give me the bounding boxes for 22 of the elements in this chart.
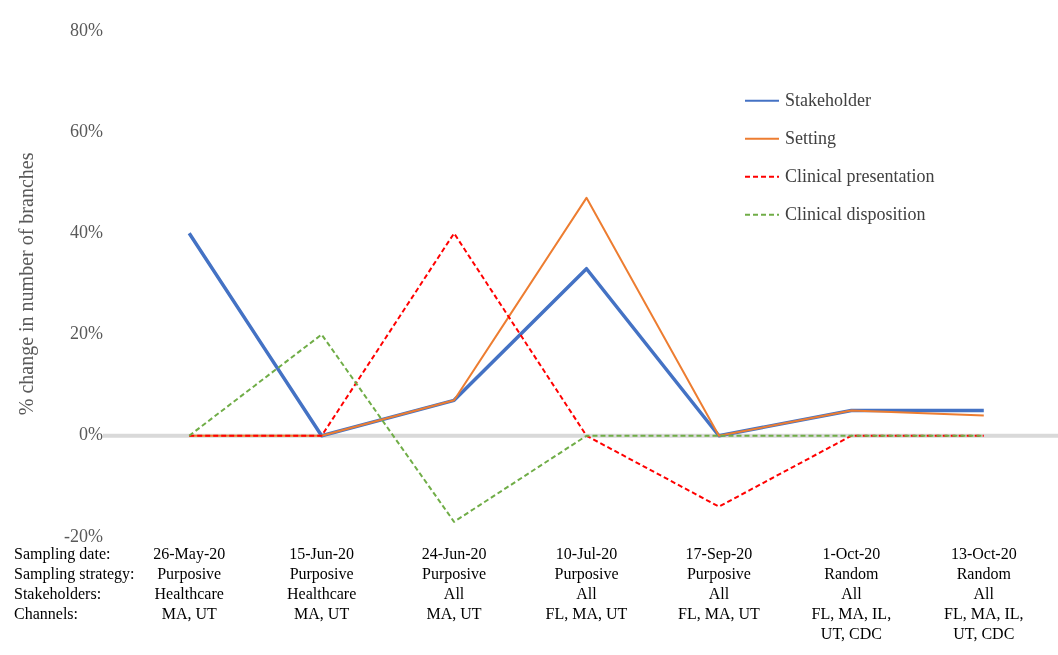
legend-label: Stakeholder bbox=[785, 89, 871, 110]
x-tick-label: 26-May-20 Purposive Healthcare MA, UT bbox=[153, 545, 226, 623]
x-tick-label: 10-Jul-20 Purposive All FL, MA, UT bbox=[545, 545, 628, 623]
y-tick-label: -20% bbox=[63, 525, 103, 546]
x-tick-label: 15-Jun-20 Purposive Healthcare MA, UT bbox=[286, 545, 357, 623]
y-axis-title: % change in number of branches bbox=[15, 152, 39, 416]
text: Channels: bbox=[14, 605, 78, 623]
y-tick-label: 40% bbox=[69, 222, 103, 243]
legend-label: Clinical presentation bbox=[785, 165, 935, 186]
y-tick-label: 80% bbox=[69, 19, 103, 40]
text: Stakeholders: bbox=[14, 585, 102, 603]
y-tick-label: 60% bbox=[69, 120, 103, 141]
x-tick-label: 13-Oct-20 Random All FL, MA, IL, UT, CDC bbox=[944, 545, 1024, 643]
x-tick-label: 24-Jun-20 Purposive All MA, UT bbox=[421, 545, 487, 623]
text: Sampling date: bbox=[14, 545, 111, 564]
legend-label: Clinical disposition bbox=[785, 203, 926, 224]
y-tick-label: 0% bbox=[78, 424, 103, 445]
y-tick-label: 20% bbox=[69, 323, 103, 344]
x-tick-label: 17-Sep-20 Purposive All FL, MA, UT bbox=[678, 545, 761, 623]
text: Sampling strategy: bbox=[14, 565, 135, 584]
x-tick-label: 1-Oct-20 Random All FL, MA, IL, UT, CDC bbox=[811, 545, 892, 643]
legend-label: Setting bbox=[785, 127, 837, 148]
